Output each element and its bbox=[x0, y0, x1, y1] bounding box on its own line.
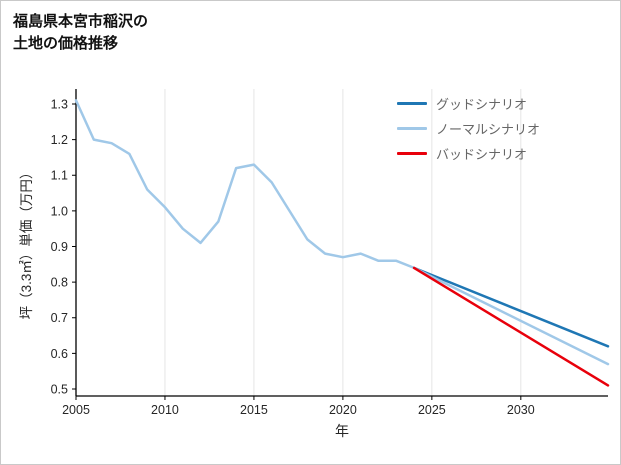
y-tick-label: 1.2 bbox=[51, 133, 68, 147]
x-tick-label: 2010 bbox=[151, 403, 179, 417]
legend: グッドシナリオ ノーマルシナリオ バッドシナリオ bbox=[397, 91, 540, 166]
legend-item-normal: ノーマルシナリオ bbox=[397, 116, 540, 141]
series-history-line bbox=[74, 99, 416, 270]
legend-item-good: グッドシナリオ bbox=[397, 91, 540, 116]
page-title-line1: 福島県本宮市稲沢の bbox=[13, 13, 149, 30]
series-bad-line bbox=[412, 266, 610, 387]
y-tick-label: 1.0 bbox=[51, 204, 68, 218]
series-normal-line bbox=[412, 266, 610, 366]
legend-swatch-good bbox=[397, 102, 427, 105]
y-tick-label: 0.5 bbox=[51, 382, 68, 396]
y-tick-label: 0.8 bbox=[51, 276, 68, 290]
x-tick-label: 2015 bbox=[240, 403, 268, 417]
y-tick-label: 0.9 bbox=[51, 240, 68, 254]
x-tick-label: 2020 bbox=[329, 403, 357, 417]
x-axis-label: 年 bbox=[335, 423, 349, 439]
legend-item-bad: バッドシナリオ bbox=[397, 141, 540, 166]
x-tick-label: 2025 bbox=[418, 403, 446, 417]
legend-label-good: グッドシナリオ bbox=[436, 97, 528, 112]
x-tick-label: 2030 bbox=[507, 403, 535, 417]
y-axis-label: 坪（3.3㎡）単価（万円） bbox=[19, 166, 34, 320]
y-tick-label: 0.7 bbox=[51, 311, 68, 325]
x-tick-label: 2005 bbox=[62, 403, 90, 417]
series-good-line bbox=[412, 266, 610, 348]
legend-swatch-bad bbox=[397, 152, 427, 155]
y-tick-label: 1.3 bbox=[51, 97, 68, 111]
legend-label-bad: バッドシナリオ bbox=[436, 147, 528, 162]
y-tick-label: 0.6 bbox=[51, 347, 68, 361]
legend-swatch-normal bbox=[397, 127, 427, 130]
legend-label-normal: ノーマルシナリオ bbox=[436, 122, 541, 137]
page-title-line2: 土地の価格推移 bbox=[13, 34, 119, 52]
page-title: 福島県本宮市稲沢の 土地の価格推移 bbox=[13, 11, 148, 55]
y-tick-label: 1.1 bbox=[51, 169, 68, 183]
